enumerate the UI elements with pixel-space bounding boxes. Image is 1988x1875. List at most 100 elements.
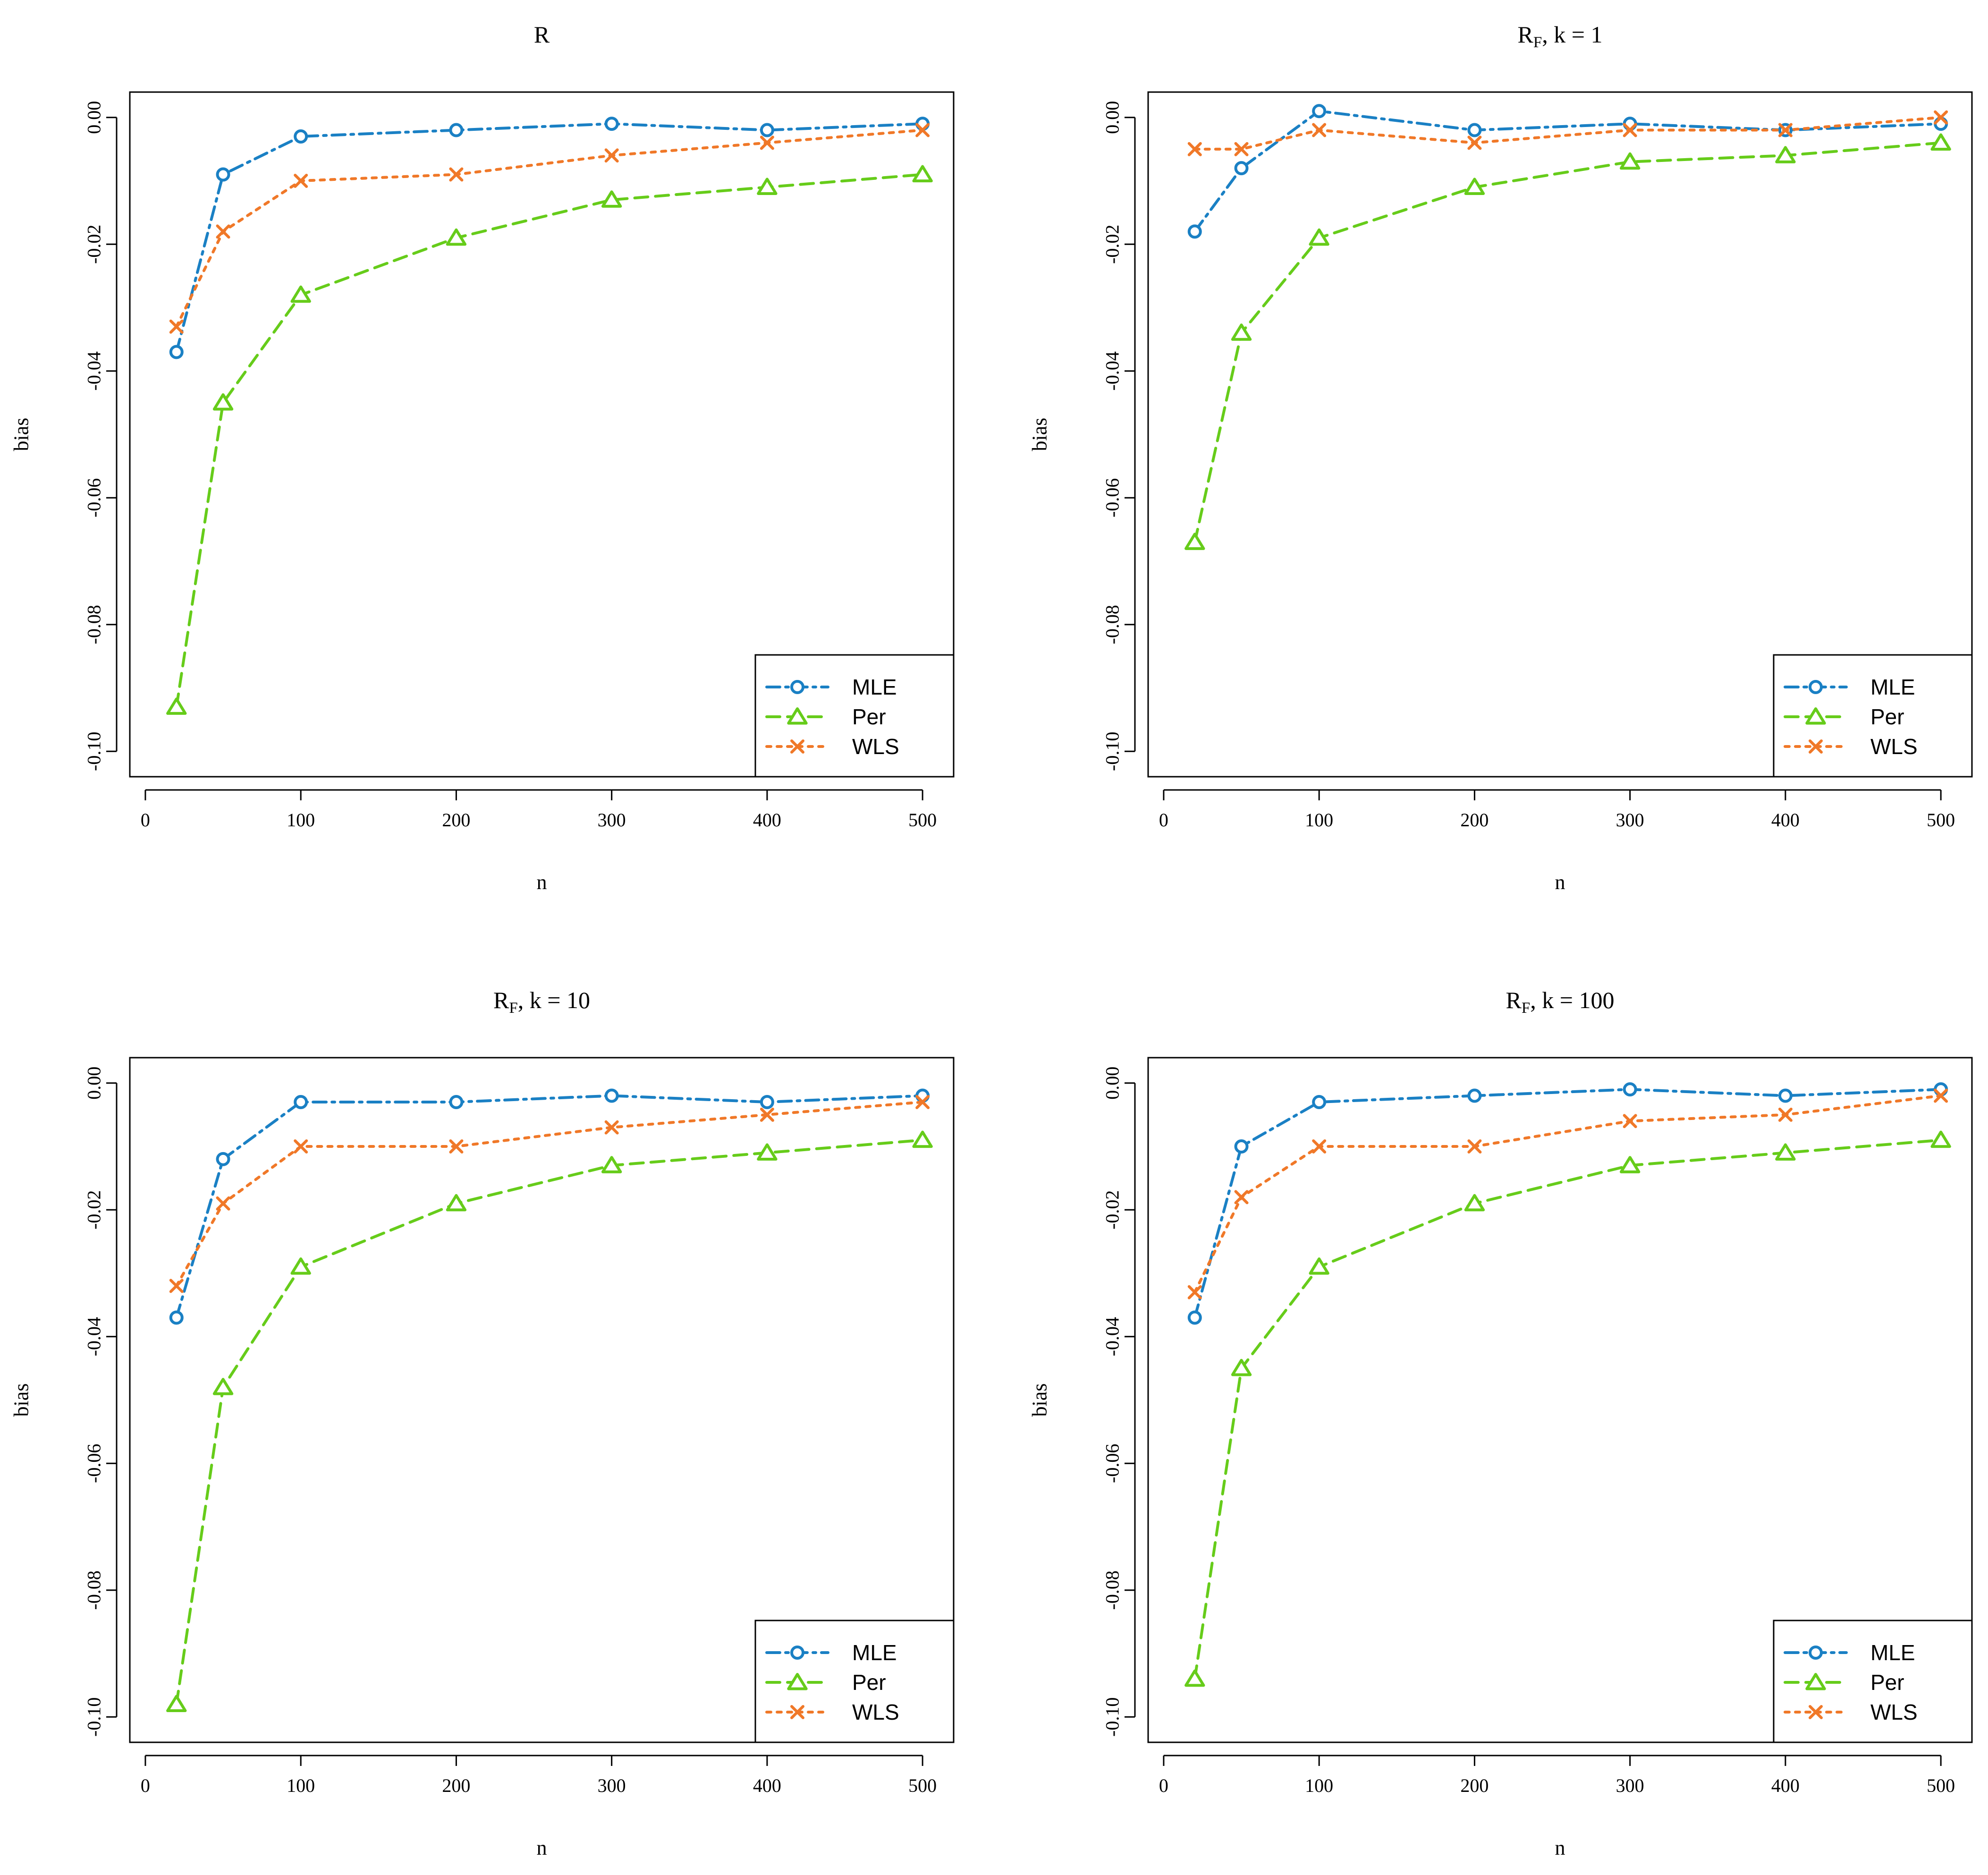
- data-point-per: [1309, 1257, 1329, 1275]
- data-point-wls: [169, 319, 184, 334]
- chart-panel-3: RF, k = 10 0 100 200 300 400 500 n 0.00 -0.02 -0.0…: [10, 987, 955, 1859]
- chart-panel-4: RF, k = 100 0 100 200 300 400 500 n 0.00 -0.02 -0.…: [1028, 987, 1973, 1859]
- x-tick-label: 400: [1771, 1775, 1800, 1796]
- data-point-wls: [1623, 123, 1637, 137]
- data-point-wls: [1312, 1139, 1327, 1154]
- legend-label-wls: WLS: [852, 1700, 899, 1724]
- chart-title-subscript: F: [1533, 34, 1542, 51]
- data-point-per: [1775, 146, 1796, 163]
- chart-title-main: R: [493, 987, 509, 1013]
- legend-label-wls: WLS: [1870, 1700, 1918, 1724]
- x-tick-label: 200: [1460, 809, 1489, 831]
- data-point-per: [166, 1695, 187, 1713]
- series-line-per: [1193, 141, 1943, 544]
- chart-panel-2: RF, k = 1 0 100 200 300 400 500 n 0.00 -0.02 -0.04…: [1028, 21, 1973, 894]
- chart-title-subscript: F: [1522, 1000, 1530, 1017]
- legend: MLE Per WLS: [1773, 654, 1973, 778]
- legend-marker-mle: [790, 680, 804, 694]
- x-tick-label: 100: [287, 809, 315, 831]
- x-tick-label: 0: [141, 809, 150, 831]
- x-tick-label: 300: [1616, 1775, 1644, 1796]
- legend-label-mle: MLE: [1870, 1640, 1915, 1665]
- data-point-wls: [760, 136, 774, 150]
- series-line-wls: [1193, 1094, 1943, 1294]
- data-point-wls: [604, 1120, 619, 1135]
- legend-marker-wls: [790, 739, 804, 754]
- chart-title: R: [534, 21, 550, 48]
- legend: MLE Per WLS: [1773, 1620, 1973, 1743]
- y-axis-label: bias: [10, 1383, 33, 1417]
- x-axis-label: n: [537, 1836, 547, 1859]
- x-tick-label: 500: [908, 1775, 937, 1796]
- data-point-per: [1231, 1358, 1252, 1376]
- plot-frame: [129, 1057, 955, 1743]
- y-tick-label: -0.04: [84, 1317, 105, 1356]
- data-point-wls: [1312, 123, 1327, 137]
- plot-frame: [1147, 91, 1973, 778]
- y-tick-label: -0.08: [84, 1570, 105, 1610]
- data-point-per: [1464, 1194, 1485, 1212]
- data-point-wls: [1234, 1190, 1249, 1205]
- plot-frame: [1147, 1057, 1973, 1743]
- legend: MLE Per WLS: [754, 654, 955, 778]
- y-tick-label: -0.06: [84, 1444, 105, 1483]
- data-point-per: [1231, 323, 1252, 341]
- legend-label-mle: MLE: [852, 1640, 897, 1665]
- x-tick-label: 300: [598, 1775, 626, 1796]
- x-tick-label: 200: [442, 809, 470, 831]
- chart-title-suffix: , k = 100: [1530, 987, 1614, 1013]
- chart-title: RF, k = 100: [1506, 987, 1615, 1017]
- data-point-per: [290, 285, 311, 303]
- legend: MLE Per WLS: [754, 1620, 955, 1743]
- data-point-mle: [1234, 161, 1249, 176]
- x-tick-label: 0: [141, 1775, 150, 1796]
- x-tick-label: 0: [1159, 1775, 1168, 1796]
- data-point-wls: [449, 167, 464, 182]
- legend-marker-per: [787, 707, 808, 725]
- data-point-per: [912, 1130, 933, 1148]
- y-axis-label: bias: [1028, 418, 1051, 451]
- legend-label-per: Per: [852, 1670, 886, 1695]
- data-point-per: [1619, 1156, 1641, 1173]
- y-tick-label: -0.02: [84, 1190, 105, 1230]
- data-point-per: [166, 697, 187, 715]
- data-point-wls: [1623, 1114, 1637, 1128]
- y-tick-label: -0.08: [1102, 605, 1123, 644]
- legend-marker-wls: [1809, 739, 1823, 754]
- chart-panel-1: R 0 100 200 300 400 500 n 0.00 -0.02 -0.04 -0.06 -0.…: [10, 21, 955, 894]
- data-point-wls: [915, 123, 930, 137]
- y-tick-label: -0.10: [1102, 1697, 1123, 1737]
- data-point-mle: [1187, 224, 1202, 239]
- x-tick-label: 400: [753, 1775, 781, 1796]
- y-tick-label: -0.10: [84, 1697, 105, 1737]
- data-point-mle: [1187, 1310, 1202, 1325]
- data-point-per: [601, 1156, 622, 1173]
- x-tick-label: 100: [1305, 1775, 1333, 1796]
- data-point-mle: [1312, 104, 1327, 119]
- series-line-wls: [175, 128, 924, 328]
- legend-label-wls: WLS: [1870, 734, 1918, 759]
- x-tick-label: 500: [1927, 1775, 1955, 1796]
- y-tick-label: 0.00: [1102, 1067, 1123, 1100]
- series-line-per: [175, 173, 924, 709]
- data-point-per: [757, 178, 778, 195]
- x-tick-label: 300: [598, 809, 626, 831]
- data-point-wls: [1934, 1088, 1948, 1103]
- chart-title-main: R: [534, 21, 550, 48]
- x-axis-label: n: [537, 871, 547, 894]
- legend-marker-per: [1805, 1673, 1826, 1690]
- data-point-mle: [1312, 1094, 1327, 1109]
- x-tick-label: 400: [753, 809, 781, 831]
- chart-title: RF, k = 1: [1518, 21, 1603, 51]
- y-axis-label: bias: [1028, 1383, 1051, 1417]
- legend-marker-mle: [1809, 1646, 1823, 1660]
- x-axis-label: n: [1555, 871, 1565, 894]
- y-tick-label: -0.04: [1102, 1317, 1123, 1356]
- data-point-mle: [1623, 1082, 1637, 1097]
- data-point-wls: [604, 148, 619, 163]
- data-point-per: [1619, 152, 1641, 170]
- y-tick-label: -0.06: [84, 478, 105, 518]
- chart-title-suffix: , k = 10: [518, 987, 590, 1013]
- data-point-per: [1930, 133, 1951, 151]
